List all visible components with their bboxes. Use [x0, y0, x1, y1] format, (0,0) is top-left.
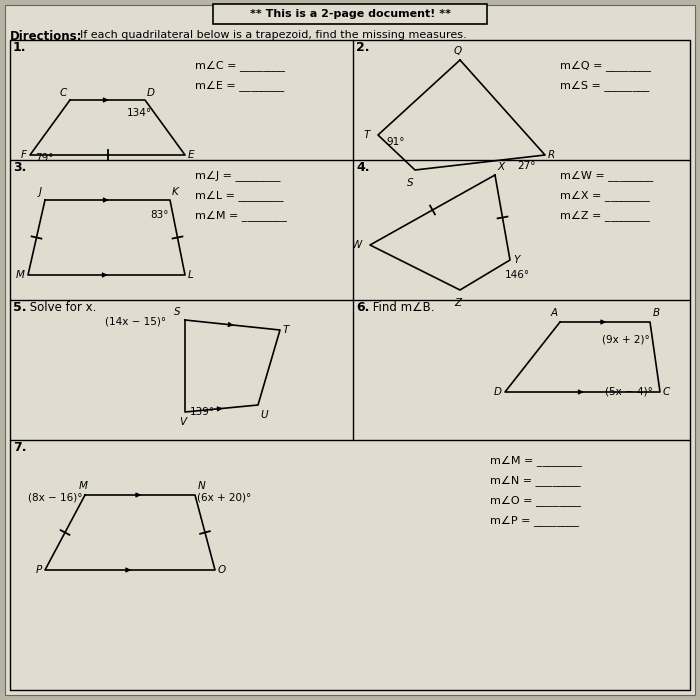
Text: m∠Q = ________: m∠Q = ________: [560, 60, 651, 71]
Text: J: J: [39, 187, 42, 197]
Text: 4.: 4.: [356, 161, 370, 174]
Text: (8x − 16)°: (8x − 16)°: [28, 492, 83, 502]
Text: O: O: [218, 565, 226, 575]
Text: If each quadrilateral below is a trapezoid, find the missing measures.: If each quadrilateral below is a trapezo…: [73, 30, 467, 40]
Text: 7.: 7.: [13, 441, 27, 454]
Text: 27°: 27°: [517, 161, 536, 171]
Text: U: U: [260, 410, 267, 420]
Text: 83°: 83°: [150, 210, 169, 220]
Text: Q: Q: [454, 46, 462, 56]
Text: m∠Z = ________: m∠Z = ________: [560, 210, 650, 221]
Text: R: R: [548, 150, 555, 160]
Text: 79°: 79°: [35, 153, 53, 163]
Text: m∠L = ________: m∠L = ________: [195, 190, 284, 201]
Text: S: S: [174, 307, 181, 317]
Text: N: N: [198, 481, 206, 491]
Text: D: D: [494, 387, 502, 397]
Text: V: V: [179, 417, 187, 427]
Text: (9x + 2)°: (9x + 2)°: [602, 335, 650, 345]
Text: ** This is a 2-page document! **: ** This is a 2-page document! **: [249, 9, 451, 19]
Text: T: T: [283, 325, 289, 335]
Text: (5x − 4)°: (5x − 4)°: [605, 387, 653, 397]
Text: (6x + 20)°: (6x + 20)°: [197, 492, 251, 502]
Text: M: M: [16, 270, 25, 280]
Text: P: P: [36, 565, 42, 575]
Text: m∠M = ________: m∠M = ________: [490, 455, 582, 466]
Text: F: F: [21, 150, 27, 160]
Text: C: C: [663, 387, 671, 397]
Text: 139°: 139°: [190, 407, 215, 417]
Text: 3.: 3.: [13, 161, 27, 174]
Text: 6.: 6.: [356, 301, 370, 314]
Text: m∠S = ________: m∠S = ________: [560, 80, 650, 91]
Text: 91°: 91°: [386, 137, 405, 147]
Text: m∠N = ________: m∠N = ________: [490, 475, 580, 486]
Text: K: K: [172, 187, 178, 197]
Text: M: M: [78, 481, 88, 491]
Text: C: C: [60, 88, 67, 98]
Text: Y: Y: [513, 255, 519, 265]
Text: Find m∠B.: Find m∠B.: [369, 301, 435, 314]
Text: 1.: 1.: [13, 41, 27, 54]
Text: m∠O = ________: m∠O = ________: [490, 495, 581, 506]
Text: m∠W = ________: m∠W = ________: [560, 170, 653, 181]
Text: m∠M = ________: m∠M = ________: [195, 210, 287, 221]
Text: Z: Z: [454, 298, 461, 308]
Text: L: L: [188, 270, 194, 280]
Text: X: X: [497, 162, 504, 172]
Text: S: S: [407, 178, 413, 188]
Text: D: D: [147, 88, 155, 98]
Text: (14x − 15)°: (14x − 15)°: [105, 317, 166, 327]
Text: 134°: 134°: [127, 108, 152, 118]
Text: B: B: [653, 308, 660, 318]
Text: E: E: [188, 150, 195, 160]
FancyBboxPatch shape: [213, 4, 487, 24]
Text: 146°: 146°: [505, 270, 530, 280]
Text: Solve for x.: Solve for x.: [26, 301, 97, 314]
Text: 2.: 2.: [356, 41, 370, 54]
Text: A: A: [551, 308, 558, 318]
Text: W: W: [351, 240, 362, 250]
FancyBboxPatch shape: [5, 5, 695, 695]
Text: T: T: [363, 130, 370, 140]
Text: m∠J = ________: m∠J = ________: [195, 170, 281, 181]
Text: m∠C = ________: m∠C = ________: [195, 60, 285, 71]
Text: m∠X = ________: m∠X = ________: [560, 190, 650, 201]
Text: Directions:: Directions:: [10, 30, 83, 43]
Text: m∠P = ________: m∠P = ________: [490, 515, 579, 526]
Text: m∠E = ________: m∠E = ________: [195, 80, 284, 91]
Text: 5.: 5.: [13, 301, 27, 314]
